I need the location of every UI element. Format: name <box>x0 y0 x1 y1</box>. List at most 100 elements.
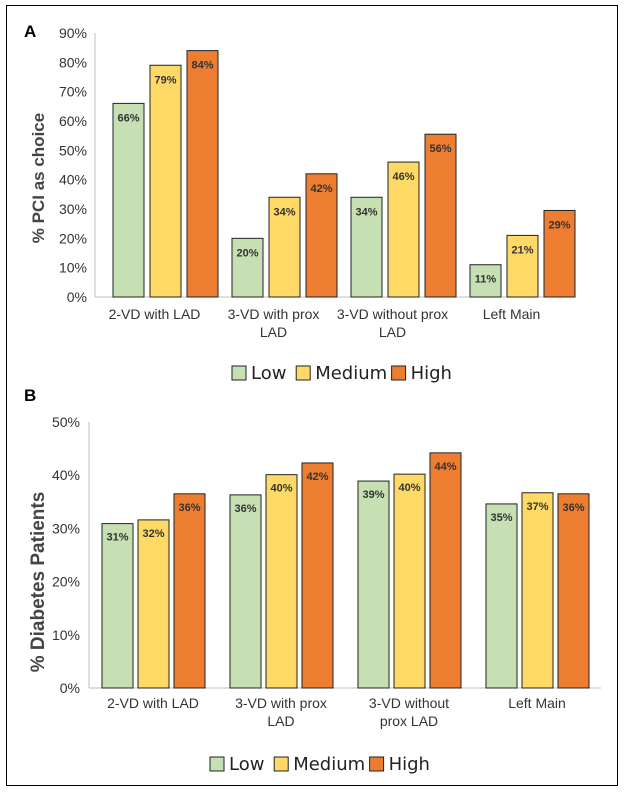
bar-low <box>229 494 262 689</box>
data-label-low: 20% <box>236 247 258 259</box>
bar-high <box>557 493 590 689</box>
bar-high <box>429 452 462 689</box>
data-label-medium: 34% <box>273 206 295 218</box>
x-category-label: 3-VD without <box>369 695 449 711</box>
legend-label-medium: Medium <box>293 754 365 775</box>
y-tick-label: 20% <box>59 230 87 246</box>
bar-low <box>101 523 134 689</box>
legend-label-low: Low <box>251 363 286 384</box>
legend-swatch-medium <box>295 365 311 381</box>
legend-label-medium: Medium <box>315 363 387 384</box>
bar-high <box>173 493 206 689</box>
data-label-medium: 46% <box>392 171 414 183</box>
y-tick-label: 50% <box>59 142 87 158</box>
bar-low <box>469 264 502 298</box>
panel-b-y-axis-label: % Diabetes Patients <box>28 492 49 673</box>
data-label-high: 29% <box>548 219 570 231</box>
data-label-medium: 79% <box>154 74 176 86</box>
panel-a-bars: 66% 79% 84% 20% 34% 42% 34% 46% 56% 11% 21% 29% <box>112 50 576 298</box>
x-category-label: 3-VD with prox <box>228 306 320 322</box>
data-label-low: 11% <box>475 274 497 286</box>
data-label-low: 31% <box>106 532 128 544</box>
data-label-low: 39% <box>362 489 384 501</box>
panel-b-axes: 0% 10% 20% 30% 40% 50% 2-VD with LAD 3-VD with … <box>52 414 601 729</box>
bar-high <box>305 173 338 298</box>
data-label-high: 36% <box>562 502 584 514</box>
data-label-low: 66% <box>117 112 139 124</box>
x-category-label: LAD <box>379 324 406 340</box>
y-tick-label: 90% <box>59 25 87 41</box>
y-tick-label: 10% <box>52 627 80 643</box>
x-category-label: LAD <box>260 324 287 340</box>
data-label-medium: 21% <box>511 244 533 256</box>
data-label-medium: 37% <box>526 501 548 513</box>
y-tick-label: 0% <box>67 289 87 305</box>
panel-a-letter: A <box>24 22 36 41</box>
panel-b-letter: B <box>24 386 36 405</box>
panel-b-legend: Low Medium High <box>209 754 430 775</box>
data-label-high: 42% <box>310 183 332 195</box>
bar-medium <box>265 474 298 689</box>
legend-label-low: Low <box>229 754 264 775</box>
data-label-medium: 40% <box>398 482 420 494</box>
y-tick-label: 50% <box>52 414 80 430</box>
data-label-high: 44% <box>434 461 456 473</box>
y-tick-label: 40% <box>52 467 80 483</box>
legend-swatch-high <box>391 365 407 381</box>
bar-medium <box>137 519 170 689</box>
data-label-medium: 40% <box>270 483 292 495</box>
panel-a-y-axis-label: % PCI as choice <box>29 113 48 243</box>
bar-low <box>350 196 383 298</box>
bar-high <box>543 209 576 298</box>
data-label-medium: 32% <box>142 528 164 540</box>
y-tick-label: 20% <box>52 574 80 590</box>
y-tick-label: 80% <box>59 54 87 70</box>
y-tick-label: 30% <box>52 520 80 536</box>
legend-swatch-medium <box>273 756 289 772</box>
x-category-label: 3-VD without prox <box>337 306 448 322</box>
y-tick-label: 60% <box>59 113 87 129</box>
panel-a-axes: 0% 10% 20% 30% 40% 50% 60% 70% 80% 90% 2-VD with L… <box>59 25 571 340</box>
bar-low <box>357 480 390 689</box>
data-label-low: 35% <box>490 512 512 524</box>
legend-swatch-low <box>209 756 225 772</box>
data-label-high: 84% <box>191 60 213 72</box>
x-category-label: 3-VD with prox <box>235 695 327 711</box>
bar-low <box>485 503 518 689</box>
panel-b: B % Diabetes Patients 0% 10% 20% 30% 40% 50% 2… <box>24 386 601 775</box>
panel-a-legend: Low Medium High <box>231 363 452 384</box>
bar-medium <box>268 196 301 298</box>
y-tick-label: 0% <box>60 680 80 696</box>
legend-label-high: High <box>411 363 452 384</box>
legend-swatch-high <box>369 756 385 772</box>
bar-medium <box>521 492 554 689</box>
bar-high <box>186 50 219 298</box>
y-tick-label: 70% <box>59 84 87 100</box>
y-tick-label: 30% <box>59 201 87 217</box>
x-category-label: prox LAD <box>380 713 438 729</box>
panel-b-bars: 31% 32% 36% 36% 40% 42% 39% 40% 44% 35% 37% 36% <box>101 452 590 689</box>
y-tick-label: 40% <box>59 172 87 188</box>
data-label-low: 34% <box>355 206 377 218</box>
x-category-label: Left Main <box>508 695 566 711</box>
data-label-high: 36% <box>178 502 200 514</box>
x-category-label: 2-VD with LAD <box>109 306 201 322</box>
figure-frame <box>6 5 618 786</box>
x-category-label: 2-VD with LAD <box>107 695 199 711</box>
bar-high <box>301 462 334 689</box>
bar-medium <box>149 64 182 298</box>
bar-medium <box>393 473 426 689</box>
bar-medium <box>506 234 539 298</box>
bar-medium <box>387 161 420 298</box>
bar-low <box>112 102 145 298</box>
x-category-label: LAD <box>267 713 294 729</box>
legend-swatch-low <box>231 365 247 381</box>
data-label-high: 42% <box>306 471 328 483</box>
panel-a: A % PCI as choice 0% 10% 20% 30% 40% 50% 60% 70… <box>24 22 576 384</box>
bar-low <box>231 237 264 298</box>
x-category-label: Left Main <box>483 306 541 322</box>
data-label-low: 36% <box>234 503 256 515</box>
legend-label-high: High <box>389 754 430 775</box>
y-tick-label: 10% <box>59 260 87 276</box>
